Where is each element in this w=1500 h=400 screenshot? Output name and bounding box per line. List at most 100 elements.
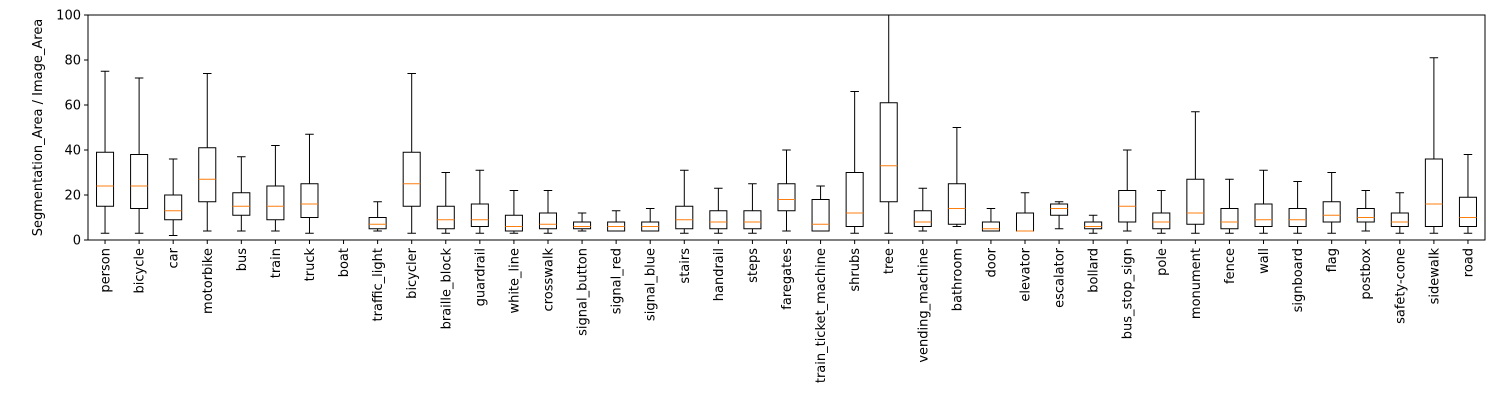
x-tick-label: handrail [712,248,727,301]
box-shrubs [845,91,864,234]
plot-marks [96,14,1477,236]
box-wall [1254,169,1273,234]
x-tick-label: signal_button [576,248,591,336]
x-tick-label: signal_blue [644,248,659,321]
box-flag [1322,172,1341,234]
y-tick-label: 20 [64,189,81,204]
iqr-box [504,214,523,232]
x-tick-label: boat [337,248,352,277]
box-bollard [1084,214,1103,234]
plot-frame [87,14,1486,241]
x-tick-label: train_ticket_machine [814,248,829,383]
x-tick-label: bollard [1087,248,1102,293]
iqr-box [947,183,966,225]
box-person [96,70,115,234]
x-tick-label: monument [1189,248,1204,319]
y-tick-label: 40 [64,144,81,159]
y-tick-label: 80 [64,54,81,69]
iqr-box [368,217,387,230]
x-tick-label: tree [882,248,897,274]
box-fence [1220,178,1239,234]
box-vending_machine [913,187,932,232]
iqr-box [96,151,115,207]
iqr-box [130,154,149,209]
x-tick-label: elevator [1019,247,1034,301]
box-bus_stop_sign [1118,149,1137,232]
x-tick-label: bicycle [133,248,148,293]
box-truck [300,133,319,234]
box-stairs [675,169,694,234]
box-guardrail [470,169,489,234]
box-sidewalk [1424,57,1443,234]
x-axis: person bicycle car motorbike bus train truck bo… [99,240,1476,383]
x-tick-label: steps [746,248,761,283]
iqr-box [879,102,898,203]
x-tick-label: truck [303,248,318,282]
box-car [164,158,183,236]
iqr-box [402,151,421,207]
box-tree [879,14,898,234]
iqr-box [198,147,217,203]
box-postbox [1356,190,1375,232]
iqr-box [1390,212,1409,227]
box-traffic_light [368,201,387,232]
box-door [981,208,1000,232]
x-tick-label: vending_machine [916,248,931,363]
iqr-box [709,210,728,230]
iqr-box [538,212,558,230]
x-tick-label: postbox [1359,248,1374,300]
box-road [1458,154,1477,234]
box-monument [1186,111,1205,234]
x-tick-label: fence [1223,248,1238,284]
x-tick-label: bus_stop_sign [1121,248,1136,339]
x-tick-label: safety-cone [1393,248,1408,324]
box-train [266,145,285,232]
x-tick-label: bicycler [405,247,420,298]
iqr-box [573,221,592,230]
box-faregates [777,149,796,232]
iqr-box [1220,208,1239,230]
box-safety-cone [1390,192,1409,234]
y-tick-label: 60 [64,99,81,114]
x-tick-label: car [167,247,182,268]
box-signal_button [573,212,592,232]
x-tick-label: braille_block [439,248,454,330]
box-signal_red [607,210,626,232]
x-tick-label: guardrail [473,248,488,306]
y-axis: 0 20 40 60 80 100 [56,9,88,249]
x-tick-label: stairs [678,248,693,284]
y-tick-label: 0 [73,234,81,249]
iqr-box [1050,203,1069,216]
box-train_ticket_machine [811,185,830,232]
x-tick-label: wall [1257,248,1272,274]
box-bathroom [947,127,966,227]
iqr-box [743,210,762,230]
box-braille_block [436,172,455,234]
x-tick-label: bathroom [950,248,965,311]
box-elevator [1015,192,1035,232]
box-signal_blue [641,208,660,232]
iqr-box [1322,201,1341,223]
iqr-box [1084,221,1103,230]
x-tick-label: door [984,247,999,277]
iqr-box [1015,212,1035,232]
x-tick-label: faregates [780,248,795,310]
x-tick-label: white_line [507,248,522,314]
box-signboard [1288,181,1307,234]
x-tick-label: bus [235,248,250,271]
box-escalator [1050,201,1069,230]
iqr-box [164,194,183,221]
y-axis-label: Segmentation_Area / Image_Area [31,19,46,237]
x-tick-label: flag [1325,248,1340,272]
box-pole [1152,190,1171,234]
iqr-box [1424,158,1443,227]
iqr-box [675,205,694,230]
iqr-box [470,203,489,227]
x-tick-label: escalator [1053,247,1068,308]
iqr-box [266,185,285,221]
box-steps [743,183,762,234]
x-tick-label: crosswalk [541,248,556,312]
box-motorbike [198,73,217,232]
x-tick-label: signal_red [610,248,625,314]
